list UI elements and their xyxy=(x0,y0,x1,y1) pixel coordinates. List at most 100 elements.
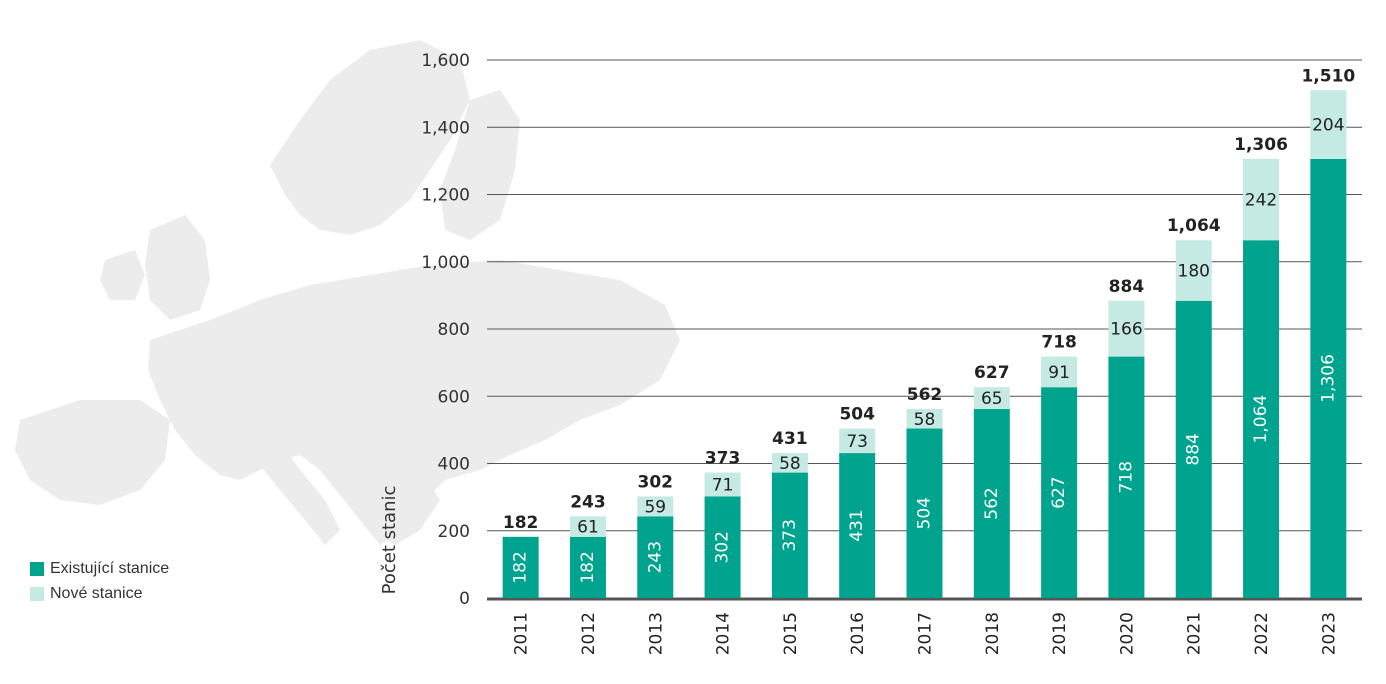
bar-existing xyxy=(973,409,1010,598)
legend-swatch-existing xyxy=(30,561,44,576)
legend-label-new: Nové stanice xyxy=(50,584,143,602)
y-tick-label: 1,400 xyxy=(421,118,470,138)
bar-new-label: 91 xyxy=(1048,363,1070,383)
y-tick-label: 800 xyxy=(438,320,470,340)
bar-existing xyxy=(1041,387,1078,598)
bar-existing-label: 627 xyxy=(1049,476,1069,508)
bar-total-label: 431 xyxy=(772,429,808,449)
scandinavia-shape xyxy=(270,40,470,235)
bar-new xyxy=(771,453,808,473)
bar-new-label: 204 xyxy=(1312,116,1344,136)
bar-new-label: 73 xyxy=(846,432,868,452)
x-tick-label: 2014 xyxy=(714,612,734,655)
bar-existing xyxy=(771,472,808,598)
bar-new-label: 166 xyxy=(1110,320,1142,340)
bar-total-label: 373 xyxy=(705,449,741,469)
x-tick-label: 2023 xyxy=(1319,612,1339,655)
labels: 0 200 400 600 800 1,000 1,200 1,400 1,600 182 182 2… xyxy=(421,51,1355,655)
legend: Existující stanice Nové stanice xyxy=(30,556,169,606)
italy-shape xyxy=(250,435,340,545)
bar-existing-label: 243 xyxy=(645,541,665,573)
bar-new xyxy=(569,516,606,537)
bar-existing xyxy=(704,496,741,598)
bar-new-label: 59 xyxy=(644,497,666,517)
bar-existing-label: 373 xyxy=(780,519,800,551)
bar-existing-label: 504 xyxy=(915,497,935,529)
x-tick-label: 2022 xyxy=(1252,612,1272,655)
grid xyxy=(487,59,1362,601)
bar-existing xyxy=(1310,158,1347,599)
bar-new xyxy=(704,472,741,497)
bar-existing xyxy=(839,453,876,598)
legend-swatch-new xyxy=(30,586,44,601)
bar-existing-label: 562 xyxy=(982,487,1002,519)
legend-label-existing: Existující stanice xyxy=(50,559,170,577)
bar-total-label: 627 xyxy=(974,363,1010,383)
bar-total-label: 1,306 xyxy=(1234,135,1288,155)
x-tick-label: 2020 xyxy=(1117,612,1137,655)
bar-new xyxy=(1243,158,1280,241)
y-tick-label: 600 xyxy=(438,387,470,407)
y-tick-label: 1,000 xyxy=(421,253,470,273)
bar-existing xyxy=(906,428,943,598)
bar-new xyxy=(1175,240,1212,301)
x-tick-label: 2019 xyxy=(1050,612,1070,655)
bar-existing xyxy=(637,516,674,598)
bars xyxy=(502,90,1347,599)
bar-existing xyxy=(1108,356,1145,598)
iberia-shape xyxy=(15,400,170,505)
bar-new xyxy=(1041,356,1078,388)
bar-existing xyxy=(569,536,606,598)
x-tick-label: 2012 xyxy=(579,612,599,655)
bar-new-label: 242 xyxy=(1245,191,1277,211)
bar-total-label: 243 xyxy=(570,492,606,512)
bar-total-label: 182 xyxy=(503,513,539,533)
bar-new-label: 65 xyxy=(981,389,1003,409)
bar-existing-label: 182 xyxy=(578,551,598,583)
ireland-shape xyxy=(100,250,145,300)
bar-total-label: 302 xyxy=(638,472,674,492)
bar-existing-label: 718 xyxy=(1116,461,1136,493)
bar-existing xyxy=(1175,300,1212,598)
bar-existing-label: 884 xyxy=(1184,433,1204,465)
bar-existing-label: 1,306 xyxy=(1318,354,1338,403)
bar-total-label: 562 xyxy=(907,385,943,405)
mainland-europe-shape xyxy=(148,260,680,545)
bar-existing-label: 302 xyxy=(713,531,733,563)
bar-new-label: 61 xyxy=(577,518,599,538)
bar-new xyxy=(839,428,876,454)
bar-new xyxy=(906,409,943,429)
legend-item-existing: Existující stanice xyxy=(30,556,169,581)
bar-new-label: 58 xyxy=(914,410,936,430)
bar-new-label: 180 xyxy=(1178,261,1210,281)
x-tick-label: 2021 xyxy=(1185,612,1205,655)
bar-new-label: 58 xyxy=(779,454,801,474)
legend-item-new: Nové stanice xyxy=(30,581,169,606)
bar-total-label: 504 xyxy=(839,405,875,425)
bar-existing xyxy=(502,536,539,598)
bar-new xyxy=(1310,90,1347,159)
y-tick-label: 400 xyxy=(438,455,470,475)
bar-new xyxy=(637,496,674,517)
x-tick-label: 2016 xyxy=(848,612,868,655)
bar-total-label: 718 xyxy=(1041,333,1077,353)
bar-total-label: 1,510 xyxy=(1301,66,1355,86)
y-tick-label: 200 xyxy=(438,522,470,542)
y-tick-label: 1,600 xyxy=(421,51,470,71)
x-tick-label: 2011 xyxy=(512,612,532,655)
bar-total-label: 1,064 xyxy=(1167,216,1221,236)
y-tick-label: 0 xyxy=(459,589,470,609)
x-tick-label: 2015 xyxy=(781,612,801,655)
europe-map-background xyxy=(15,40,680,545)
x-tick-label: 2018 xyxy=(983,612,1003,655)
x-tick-label: 2013 xyxy=(646,612,666,655)
british-isles-shape xyxy=(145,215,210,320)
bar-existing-label: 1,064 xyxy=(1251,395,1271,444)
bar-existing-label: 182 xyxy=(511,551,531,583)
bar-existing xyxy=(1243,240,1280,599)
bar-new-label: 71 xyxy=(712,476,734,496)
y-axis-title: Počet stanic xyxy=(379,486,400,595)
bar-existing-label: 431 xyxy=(847,509,867,541)
y-tick-label: 1,200 xyxy=(421,186,470,206)
